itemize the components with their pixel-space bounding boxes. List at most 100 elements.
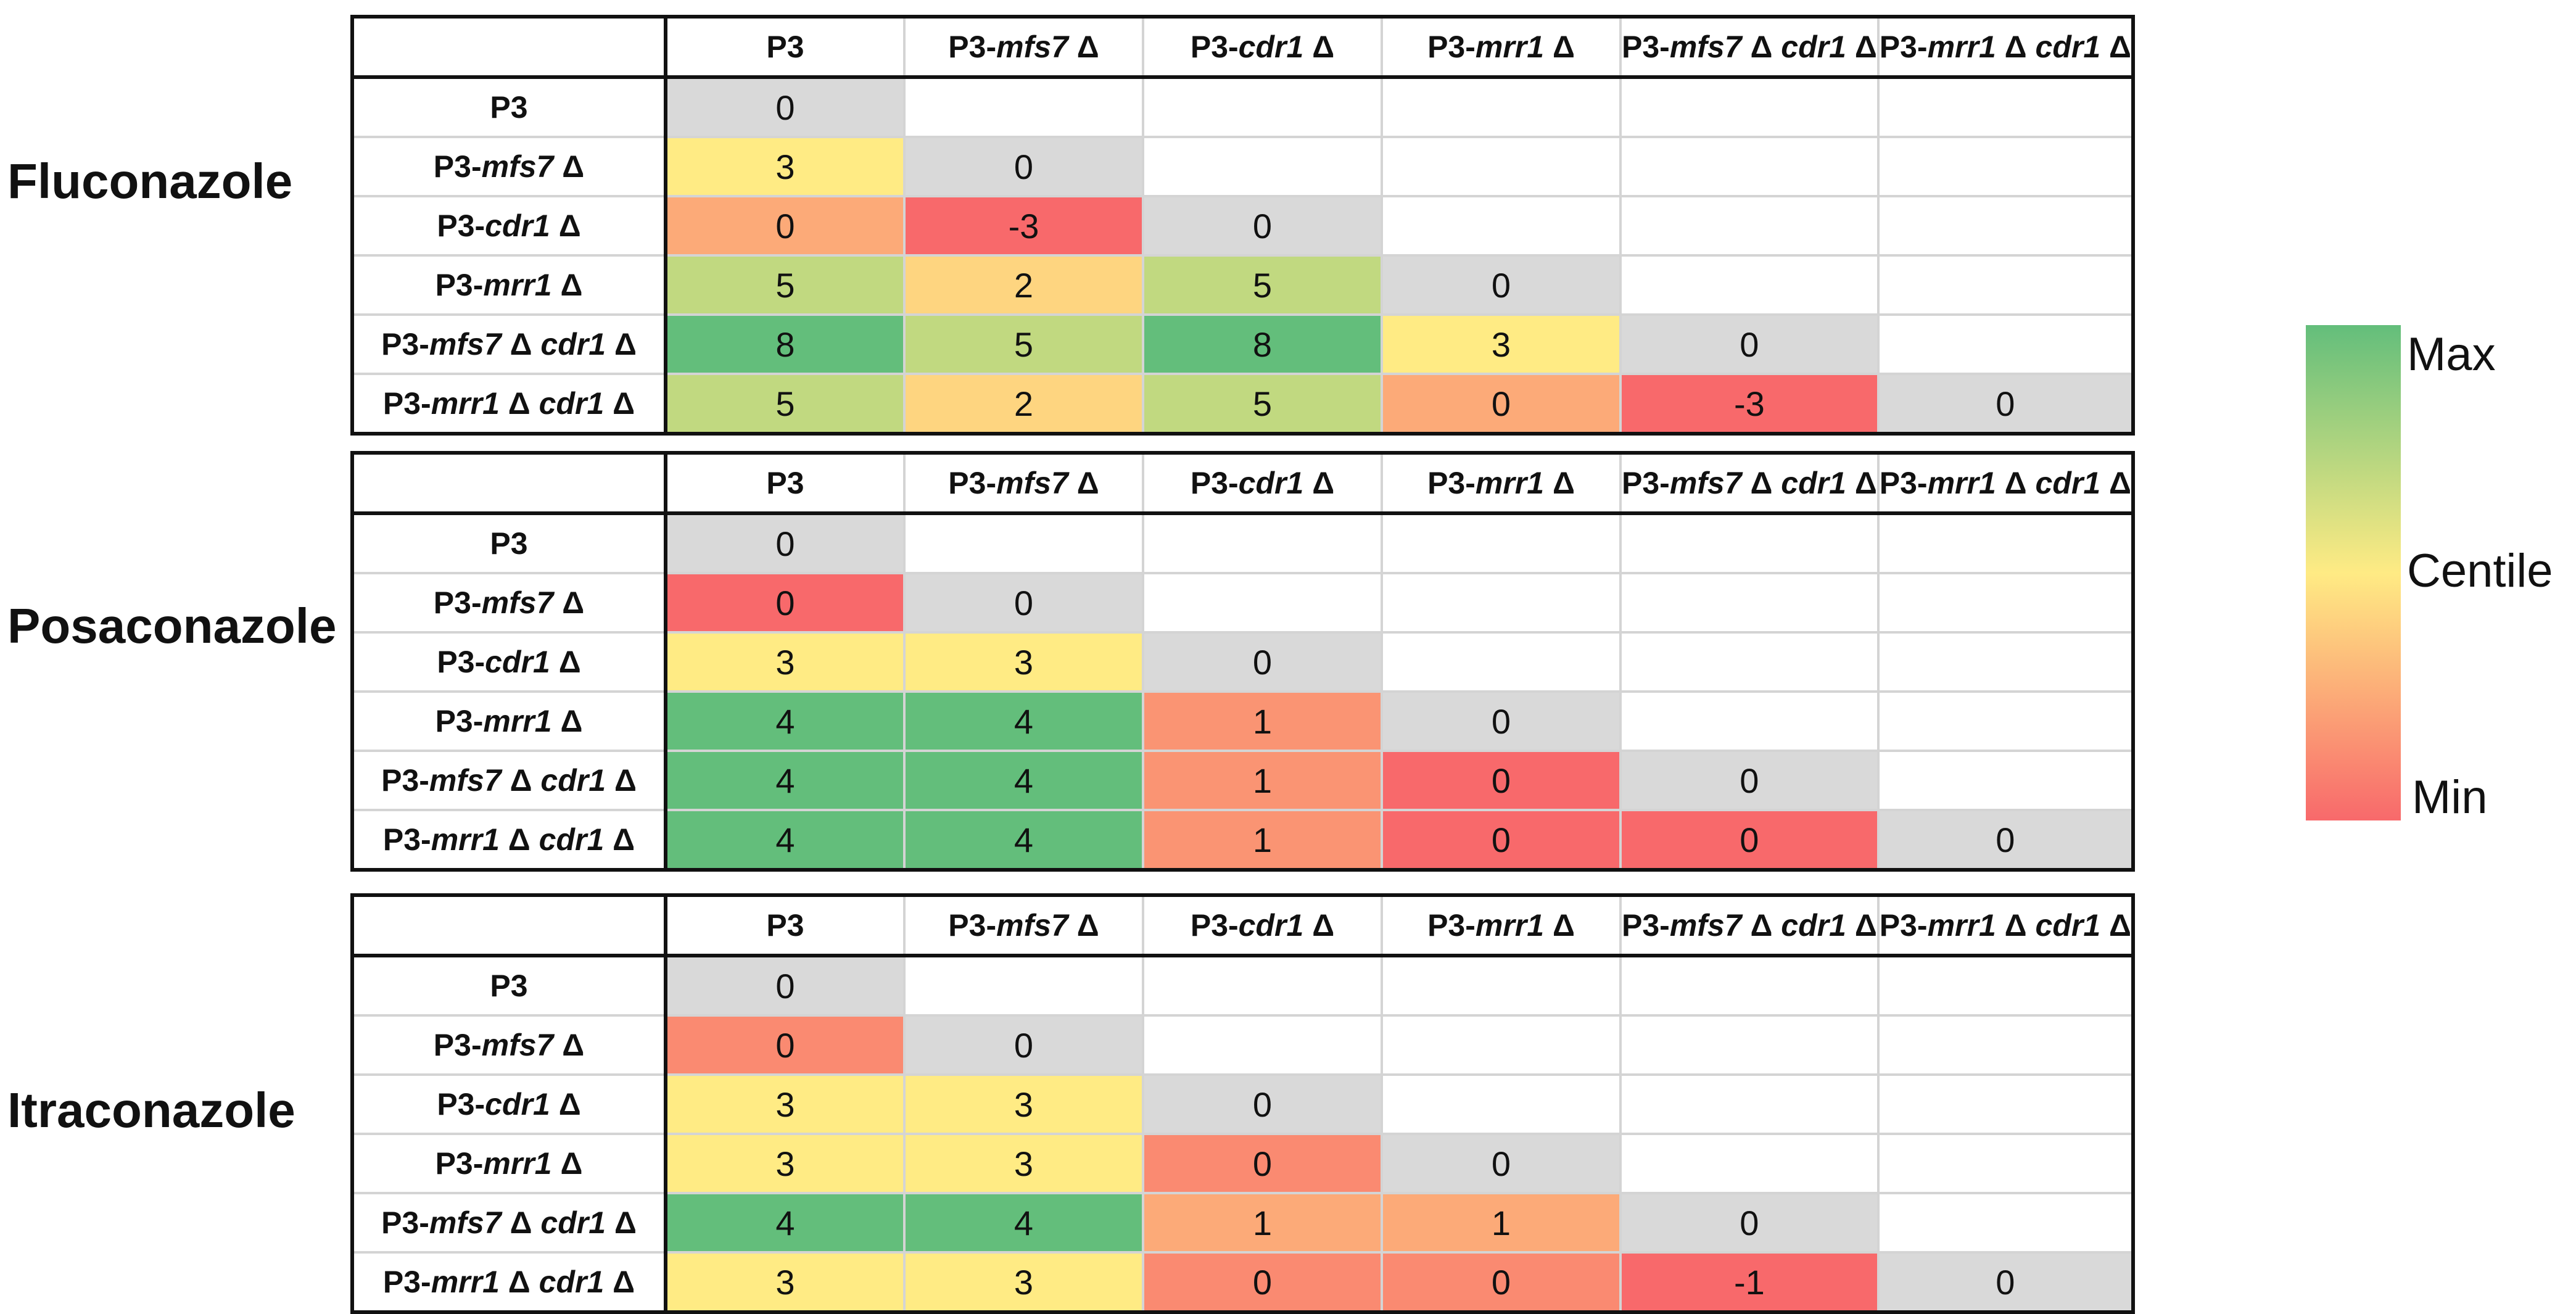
strain-prefix: P3- — [381, 763, 429, 798]
deletion-symbol: Δ — [560, 704, 583, 738]
strain-prefix: P3- — [433, 585, 482, 620]
row-header: P3-mfs7 Δ — [351, 1014, 667, 1076]
heatmap-cell: 5 — [664, 373, 906, 435]
heatmap-cell: 0 — [1381, 750, 1622, 811]
heatmap-cell: 4 — [664, 750, 906, 811]
gene-name: mrr1 — [1475, 908, 1545, 943]
deletion-symbol: Δ — [1750, 466, 1773, 500]
heatmap-cell: 1 — [1142, 750, 1383, 811]
strain-prefix: P3 — [490, 526, 528, 561]
empty-cell — [1876, 1073, 2134, 1135]
empty-cell — [1619, 254, 1880, 316]
heatmap-cell: 3 — [1381, 313, 1622, 375]
heatmap-cell: -3 — [1619, 373, 1880, 435]
heatmap-cell: 0 — [1142, 1133, 1383, 1194]
gene-name: mrr1 — [431, 822, 500, 857]
gene-name: mrr1 — [483, 704, 552, 738]
deletion-symbol: Δ — [1552, 466, 1575, 500]
row-header: P3-mrr1 Δ — [351, 690, 667, 752]
deletion-symbol: Δ — [2109, 908, 2131, 943]
strain-prefix: P3- — [948, 30, 997, 64]
row-header: P3 — [351, 954, 667, 1017]
empty-cell — [1876, 76, 2134, 138]
column-header: P3-mfs7 Δ — [903, 15, 1144, 79]
gene-name: mfs7 — [996, 908, 1068, 943]
strain-prefix: P3- — [948, 466, 997, 500]
strain-prefix: P3- — [381, 327, 429, 362]
strain-prefix: P3- — [381, 1205, 429, 1240]
deletion-symbol: Δ — [562, 149, 585, 184]
deletion-symbol: Δ — [1312, 30, 1335, 64]
heatmap-cell: 2 — [903, 373, 1144, 435]
empty-cell — [1619, 1133, 1880, 1194]
empty-cell — [1876, 195, 2134, 257]
heatmap-cell: 0 — [664, 1014, 906, 1076]
deletion-symbol: Δ — [1312, 466, 1335, 500]
empty-cell — [1619, 1014, 1880, 1076]
diagonal-cell: 0 — [664, 954, 906, 1017]
strain-prefix: P3- — [1879, 466, 1928, 500]
empty-cell — [1142, 1014, 1383, 1076]
column-header: P3-mrr1 Δ — [1381, 15, 1622, 79]
strain-prefix: P3- — [382, 822, 431, 857]
row-header: P3-mfs7 Δ cdr1 Δ — [351, 1192, 667, 1254]
heatmap-cell: 8 — [664, 313, 906, 375]
empty-cell — [903, 954, 1144, 1017]
deletion-symbol: Δ — [1552, 908, 1575, 943]
empty-cell — [903, 76, 1144, 138]
deletion-symbol: Δ — [508, 822, 530, 857]
empty-cell — [1619, 631, 1880, 693]
gene-name: mrr1 — [483, 268, 552, 302]
table-row: P3-mrr1 Δ cdr1 Δ 3 3 0 0 -1 0 — [351, 1251, 2134, 1313]
empty-cell — [1381, 954, 1622, 1017]
deletion-symbol: Δ — [562, 1028, 585, 1062]
column-header-row: P3 P3-mfs7 Δ P3-cdr1 Δ P3-mrr1 Δ P3-mfs7 Δ c… — [351, 452, 2134, 515]
deletion-symbol: Δ — [508, 1265, 530, 1299]
gene-name: mrr1 — [1475, 466, 1545, 500]
drug-label: Itraconazole — [7, 1083, 295, 1138]
gene-name: mrr1 — [1475, 30, 1545, 64]
empty-cell — [1142, 76, 1383, 138]
column-header: P3 — [664, 894, 906, 957]
heatmap-cell: 5 — [1142, 254, 1383, 316]
gene-name: cdr1 — [1238, 466, 1304, 500]
empty-cell — [1876, 1014, 2134, 1076]
deletion-symbol: Δ — [1854, 908, 1877, 943]
heatmap-cell: 3 — [664, 631, 906, 693]
table-row: P3 0 — [351, 954, 2134, 1017]
strain-prefix: P3- — [433, 1028, 482, 1062]
gene-name: mfs7 — [1669, 466, 1742, 500]
heatmap-cell: 1 — [1142, 690, 1383, 752]
strain-prefix: P3 — [766, 30, 804, 64]
strain-prefix: P3- — [437, 1087, 485, 1122]
heatmap-cell: 2 — [903, 254, 1144, 316]
heatmap-table: P3 P3-mfs7 Δ P3-cdr1 Δ P3-mrr1 Δ P3-mfs7 Δ c… — [350, 893, 2135, 1314]
heatmap-cell: 0 — [1381, 373, 1622, 435]
diagonal-cell: 0 — [1142, 631, 1383, 693]
row-header: P3-mrr1 Δ — [351, 254, 667, 316]
strain-prefix: P3- — [1879, 30, 1928, 64]
row-header: P3-mrr1 Δ cdr1 Δ — [351, 373, 667, 435]
gene-name: mfs7 — [996, 30, 1068, 64]
deletion-symbol: Δ — [613, 822, 635, 857]
empty-cell — [903, 512, 1144, 574]
deletion-symbol: Δ — [2004, 908, 2027, 943]
deletion-symbol: Δ — [1076, 908, 1099, 943]
strain-prefix: P3- — [1427, 466, 1476, 500]
strain-prefix: P3- — [1879, 908, 1928, 943]
deletion-symbol: Δ — [613, 1265, 635, 1299]
heatmap-cell: 0 — [1619, 809, 1880, 871]
diagonal-cell: 0 — [1381, 1133, 1622, 1194]
diagonal-cell: 0 — [1876, 809, 2134, 871]
heatmap-cell: 4 — [903, 750, 1144, 811]
strain-prefix: P3- — [437, 645, 485, 679]
drug-label: Fluconazole — [7, 154, 293, 209]
strain-prefix: P3 — [490, 90, 528, 125]
empty-cell — [1142, 954, 1383, 1017]
empty-cell — [1876, 1133, 2134, 1194]
strain-prefix: P3- — [948, 908, 997, 943]
